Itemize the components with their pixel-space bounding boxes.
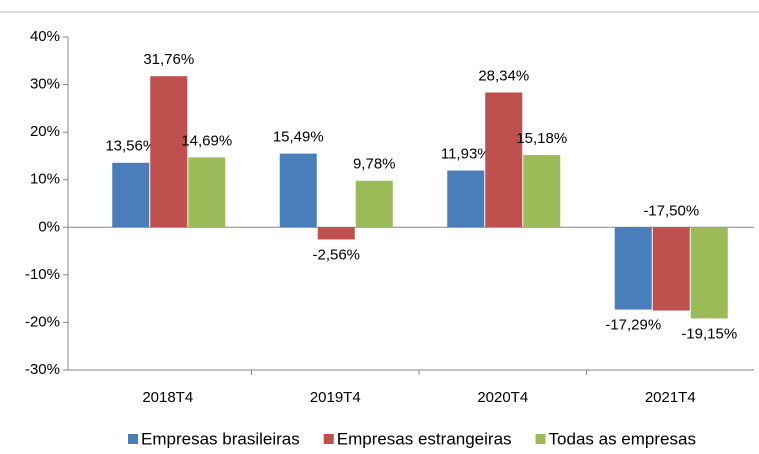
value-label: -17,50% xyxy=(643,202,699,219)
bar xyxy=(485,92,523,228)
bar xyxy=(355,180,393,228)
legend-swatch xyxy=(535,434,546,444)
bar xyxy=(150,76,188,228)
value-label: -19,15% xyxy=(681,325,737,342)
value-label: 11,93% xyxy=(441,146,491,163)
bar xyxy=(690,227,728,319)
x-tick-label: 2020T4 xyxy=(477,389,528,406)
value-label: 15,18% xyxy=(516,130,567,147)
value-label: 15,49% xyxy=(273,129,324,146)
y-tick-label: -30% xyxy=(25,361,60,378)
value-label: 14,69% xyxy=(181,132,232,149)
bar xyxy=(188,157,226,228)
value-label: -2,56% xyxy=(312,246,360,263)
bar xyxy=(279,153,317,228)
bar xyxy=(614,227,652,310)
y-tick-label: 0% xyxy=(38,218,60,235)
value-label: 28,34% xyxy=(478,67,529,84)
value-label: -17,29% xyxy=(605,317,661,334)
legend-swatch xyxy=(323,434,334,444)
value-label: 9,78% xyxy=(353,156,396,173)
x-tick-label: 2021T4 xyxy=(645,389,696,406)
value-label: 31,76% xyxy=(143,51,194,68)
y-tick-label: -20% xyxy=(25,313,60,330)
legend-label: Empresas estrangeiras xyxy=(337,429,512,448)
bar xyxy=(523,155,561,228)
x-tick-label: 2018T4 xyxy=(142,389,193,406)
y-tick-label: -10% xyxy=(25,266,60,283)
bar xyxy=(317,227,355,240)
y-tick-label: 40% xyxy=(30,28,60,45)
bar xyxy=(447,170,485,228)
y-tick-label: 10% xyxy=(30,171,60,188)
bar xyxy=(652,227,690,311)
y-tick-label: 20% xyxy=(30,123,60,140)
legend-label: Todas as empresas xyxy=(549,429,696,448)
value-label: 13,56% xyxy=(105,138,156,155)
y-tick-label: 30% xyxy=(30,76,60,93)
legend-swatch xyxy=(128,434,138,444)
legend-label: Empresas brasileiras xyxy=(141,429,300,448)
bar xyxy=(112,162,150,228)
x-tick-label: 2019T4 xyxy=(310,389,361,406)
